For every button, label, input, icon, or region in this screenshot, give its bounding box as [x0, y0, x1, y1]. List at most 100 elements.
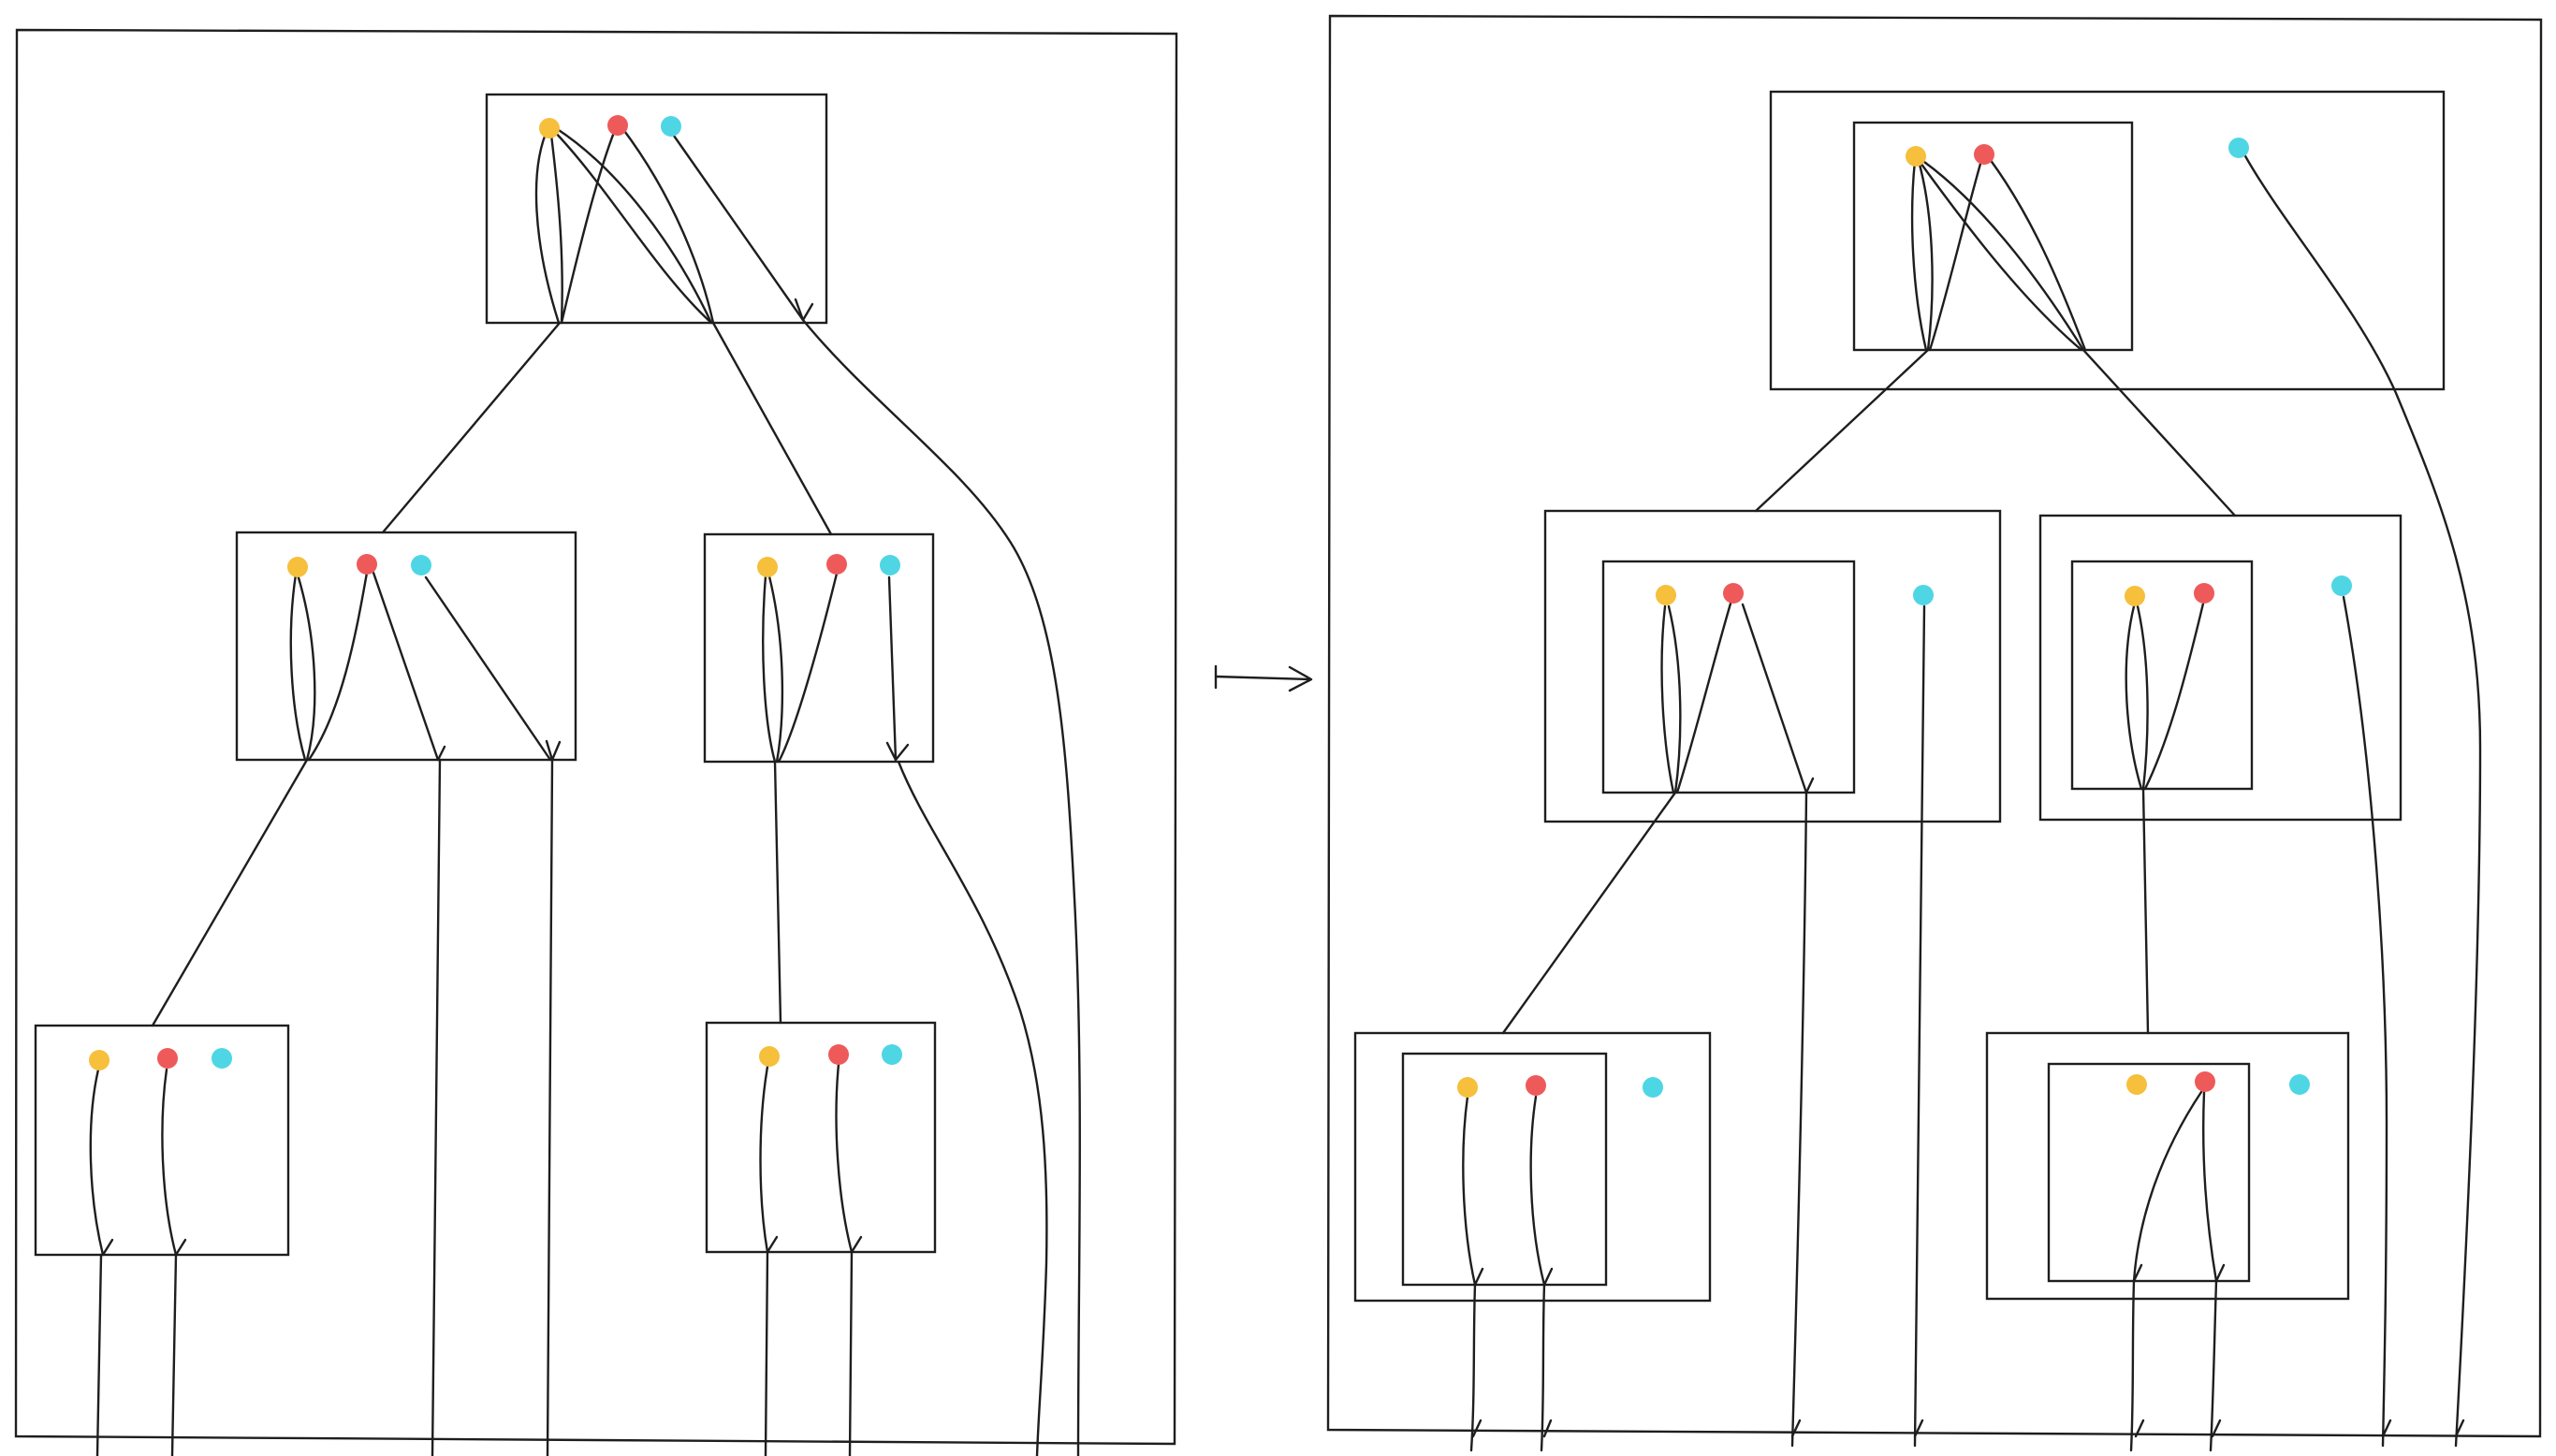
left-mid-a-edge: [307, 571, 369, 762]
left-leaf-node-b: [705, 1021, 937, 1254]
right-leaf-b-inner-box: [2047, 1062, 2251, 1283]
right-root-inner-box: [1852, 121, 2134, 352]
left-root-edge: [560, 124, 619, 325]
dots: [89, 115, 2352, 1098]
left-root-edge: [550, 127, 713, 325]
right-pass-through: [2129, 1279, 2136, 1452]
left-mid-a-edge: [372, 571, 440, 762]
arrow-head: [885, 741, 910, 762]
arrow-head: [1473, 1267, 1484, 1287]
cyan-dot: [2331, 575, 2352, 596]
right-root-edge: [1917, 159, 1934, 352]
left-pass-through: [546, 758, 554, 1456]
left-leaf-b-edge: [835, 1062, 854, 1254]
left-tree-link: [773, 760, 782, 1025]
cyan-dot: [882, 1044, 902, 1065]
cyan-dot: [661, 116, 681, 137]
cyan-dot: [411, 555, 431, 575]
red-dot: [1723, 583, 1744, 604]
arrow-head: [850, 1235, 863, 1254]
maps-to-arrow: [1214, 664, 1313, 692]
right-tree-link: [1501, 791, 1677, 1035]
right-leaf-b-edge: [2202, 1090, 2218, 1283]
left-cyan-path: [897, 760, 1048, 1456]
arrow-head: [2134, 1419, 2145, 1438]
right-leaf-a-inner-box: [1401, 1052, 1608, 1287]
left-root-edge: [534, 125, 561, 325]
right-leaf-a-outer-box: [1353, 1031, 1712, 1303]
left-leaf-a-edge: [89, 1068, 105, 1257]
left-mid-a-edge: [289, 573, 307, 762]
arrow-head: [101, 1238, 114, 1257]
right-root-edge: [1919, 161, 2083, 352]
cyan-dot: [1643, 1077, 1663, 1098]
cyan-dot: [2289, 1074, 2310, 1095]
arrow-head: [1542, 1267, 1554, 1287]
right-cyan-path: [2342, 595, 2388, 1448]
left-pass-through: [431, 758, 442, 1456]
left-tree-link: [711, 321, 833, 536]
cyan-dot: [2228, 138, 2249, 158]
left-pass-through: [95, 1253, 103, 1456]
left-pass-through: [764, 1250, 769, 1456]
right-mid-a-edge: [1667, 604, 1682, 794]
arrow-head: [2454, 1419, 2465, 1438]
left-mid-node-b: [703, 532, 935, 764]
left-panel-frame: [14, 28, 1178, 1446]
arrow-head: [436, 745, 446, 762]
yellow-dot: [2125, 586, 2145, 606]
left-leaf-a-edge: [161, 1068, 178, 1257]
arrow-head: [1542, 1419, 1553, 1438]
left-pass-through: [170, 1253, 178, 1456]
cyan-dot: [212, 1048, 232, 1069]
left-mid-b-edge: [887, 575, 898, 762]
right-pass-through: [2209, 1279, 2218, 1452]
right-leaf-a-edge: [1462, 1095, 1477, 1287]
arrow-head: [2214, 1263, 2226, 1283]
left-root-node: [485, 93, 828, 325]
right-mid-a-edge: [1660, 604, 1675, 794]
right-tree-link: [1754, 348, 1930, 513]
left-cyan-long-path: [801, 318, 1081, 1456]
left-root-edge: [554, 126, 713, 325]
red-dot: [607, 115, 628, 136]
yellow-dot: [539, 118, 560, 138]
red-dot: [1974, 144, 1994, 165]
right-pass-through: [1469, 1283, 1477, 1452]
arrow-head: [2211, 1419, 2222, 1438]
arrow-head: [174, 1238, 187, 1257]
left-leaf-node-a: [34, 1024, 290, 1257]
arrow-head: [2132, 1263, 2143, 1283]
yellow-dot: [757, 557, 778, 577]
cyan-dot: [880, 555, 900, 575]
right-mid-b-outer-box: [2038, 514, 2403, 822]
cyan-dot: [1913, 585, 1934, 605]
right-mid-b-edge: [2136, 604, 2149, 791]
right-root-outer-box: [1769, 90, 2446, 391]
left-root-edge: [672, 134, 805, 322]
right-cyan-path: [1913, 604, 1926, 1448]
left-panel: [14, 28, 1178, 1456]
left-mid-a-edge: [296, 573, 316, 762]
left-pass-through: [848, 1250, 854, 1456]
arrow-head: [794, 298, 814, 322]
right-leaf-b-outer-box: [1985, 1031, 2350, 1301]
left-leaf-b-edge: [759, 1065, 769, 1254]
left-root-edge: [621, 126, 715, 325]
right-root-edge: [1910, 159, 1928, 352]
yellow-dot: [2126, 1074, 2147, 1095]
left-tree-link: [381, 321, 562, 534]
red-dot: [2195, 1071, 2215, 1092]
right-mid-b-inner-box: [2070, 560, 2254, 791]
arrow-head: [766, 1235, 779, 1254]
yellow-dot: [1457, 1077, 1478, 1098]
right-mid-b-edge: [2125, 604, 2143, 791]
red-dot: [357, 554, 377, 575]
right-root-edge: [1922, 160, 2085, 352]
right-tree-link: [2141, 787, 2150, 1035]
right-mid-a-edge: [1675, 602, 1732, 794]
right-panel-frame: [1326, 14, 2543, 1438]
right-pass-through: [1790, 791, 1808, 1448]
arrow-head: [2381, 1419, 2392, 1438]
